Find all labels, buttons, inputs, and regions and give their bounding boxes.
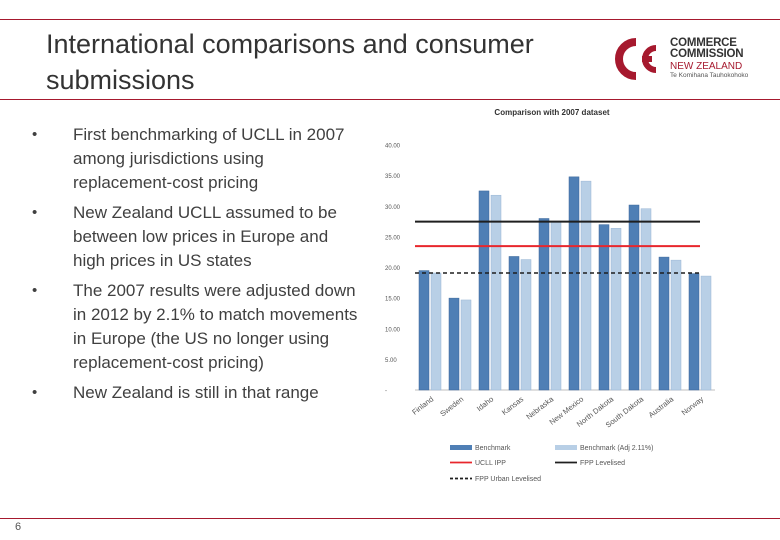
- legend-swatch: [555, 445, 577, 450]
- logo-name: COMMERCE COMMISSION: [670, 37, 744, 60]
- bullet-text: First benchmarking of UCLL in 2007 among…: [73, 125, 345, 192]
- bottom-rule: [0, 518, 780, 519]
- bullet-list: • First benchmarking of UCLL in 2007 amon…: [30, 123, 362, 411]
- y-tick-label: -: [385, 389, 387, 395]
- bullet-text: The 2007 results were adjusted down in 2…: [73, 281, 358, 372]
- bar-benchmark-adj: [460, 299, 472, 391]
- logo-country: NEW ZEALAND: [670, 61, 743, 72]
- bar-benchmark: [688, 273, 700, 391]
- bullet-dot: •: [32, 282, 38, 299]
- category-label: Norway: [680, 394, 706, 417]
- y-tick-label: 40.00: [385, 144, 401, 150]
- bar-benchmark-adj: [700, 275, 712, 391]
- category-label: Finland: [410, 394, 435, 416]
- bar-benchmark: [628, 204, 640, 391]
- top-rule: [0, 19, 780, 20]
- y-tick-label: 10.00: [385, 327, 401, 333]
- bar-benchmark-adj: [580, 180, 592, 391]
- logo-mark-icon: [615, 38, 657, 80]
- bar-benchmark-adj: [490, 194, 502, 391]
- category-label: Kansas: [500, 394, 525, 417]
- page-number: 6: [15, 521, 22, 533]
- header-rule: [0, 99, 780, 100]
- bar-benchmark: [448, 297, 460, 391]
- y-tick-label: 25.00: [385, 235, 401, 241]
- legend-label: Benchmark: [475, 445, 511, 452]
- bullet-item: • New Zealand is still in that range: [30, 381, 362, 405]
- bullet-item: • New Zealand UCLL assumed to be between …: [30, 201, 362, 273]
- legend-swatch: [450, 445, 472, 450]
- bar-benchmark-adj: [520, 259, 532, 391]
- legend-label: FPP Levelised: [580, 460, 625, 467]
- logo-maori-name: Te Komihana Tauhokohoko: [670, 72, 749, 79]
- bar-benchmark-adj: [610, 228, 622, 391]
- category-label: Sweden: [438, 394, 465, 418]
- logo-line-1: COMMERCE: [670, 37, 737, 49]
- bar-benchmark: [508, 256, 520, 391]
- slide-title: International comparisons and consumer s…: [46, 29, 534, 95]
- bullet-dot: •: [32, 384, 38, 401]
- y-tick-label: 35.00: [385, 174, 401, 180]
- bar-benchmark: [598, 224, 610, 391]
- comparison-chart: Comparison with 2007 dataset - 5.00 10.00 15…: [385, 108, 715, 483]
- bullet-dot: •: [32, 126, 38, 143]
- bullet-dot: •: [32, 204, 38, 221]
- category-label: Australia: [647, 394, 676, 420]
- bar-benchmark: [658, 256, 670, 391]
- chart-title: Comparison with 2007 dataset: [494, 108, 609, 117]
- bar-benchmark-adj: [670, 259, 682, 391]
- bar-benchmark: [568, 176, 580, 391]
- bar-benchmark-adj: [550, 221, 562, 391]
- bar-benchmark-adj: [430, 272, 442, 391]
- commerce-commission-logo: COMMERCE COMMISSION NEW ZEALAND Te Komih…: [612, 36, 780, 82]
- legend-label: Benchmark (Adj 2.11%): [580, 445, 653, 452]
- bar-benchmark-adj: [640, 208, 652, 391]
- y-tick-label: 15.00: [385, 297, 401, 303]
- bar-benchmark: [538, 218, 550, 391]
- bar-benchmark: [418, 270, 430, 391]
- bullet-text: New Zealand is still in that range: [73, 383, 319, 402]
- category-label: Idaho: [475, 394, 495, 413]
- bullet-text: New Zealand UCLL assumed to be between l…: [73, 203, 337, 270]
- bullet-item: • The 2007 results were adjusted down in …: [30, 279, 362, 375]
- bar-benchmark: [478, 190, 490, 391]
- y-tick-label: 20.00: [385, 266, 401, 272]
- y-tick-label: 30.00: [385, 205, 401, 211]
- legend-label: UCLL IPP: [475, 460, 506, 467]
- bullet-item: • First benchmarking of UCLL in 2007 amon…: [30, 123, 362, 195]
- legend-label: FPP Urban Levelised: [475, 476, 541, 483]
- logo-line-2: COMMISSION: [670, 48, 744, 60]
- y-tick-label: 5.00: [385, 358, 397, 364]
